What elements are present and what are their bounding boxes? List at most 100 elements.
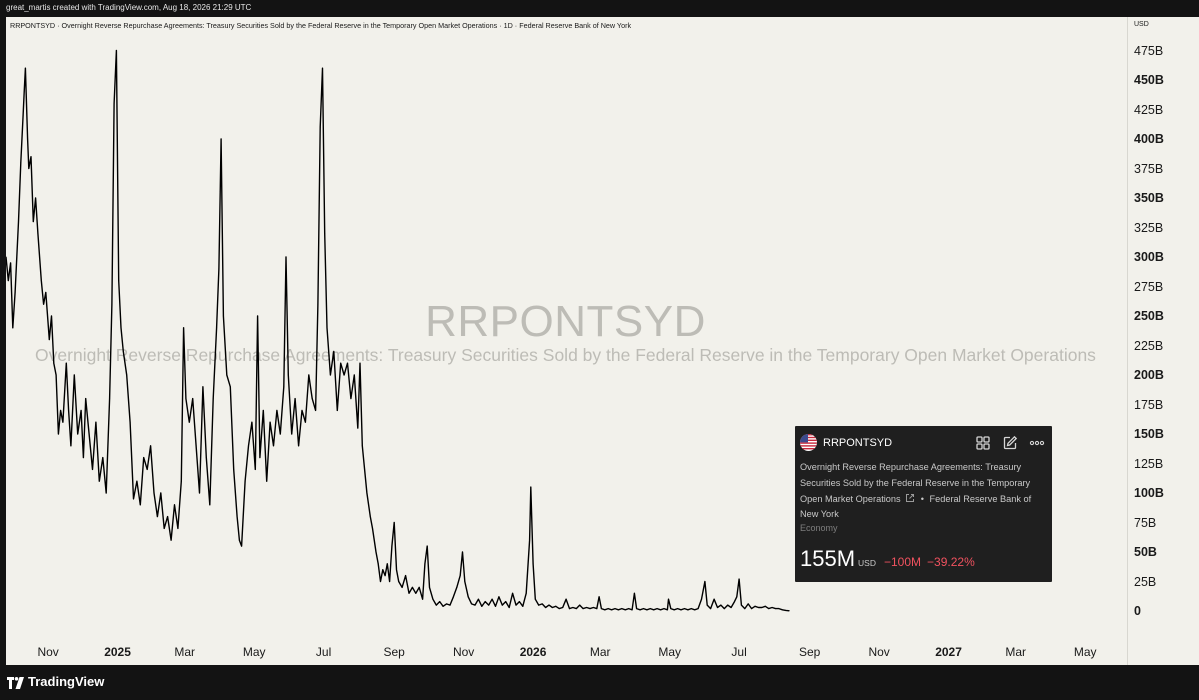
y-tick-label: 400B bbox=[1134, 132, 1164, 146]
data-point bbox=[7, 280, 9, 282]
data-point bbox=[257, 315, 259, 317]
data-point bbox=[315, 409, 317, 411]
series-line[interactable] bbox=[6, 49, 790, 612]
data-point bbox=[188, 421, 190, 423]
data-point bbox=[308, 374, 310, 376]
data-point bbox=[353, 374, 355, 376]
card-source-line2[interactable]: New York bbox=[800, 509, 839, 520]
time-scale[interactable]: Nov 2025 Mar May Jul Sep Nov 2026 Mar May Jul Sep No… bbox=[6, 636, 1125, 665]
data-point bbox=[251, 421, 253, 423]
series-title[interactable]: RRPONTSYD · Overnight Reverse Repurchase… bbox=[10, 21, 632, 30]
data-point bbox=[471, 603, 473, 605]
external-link-icon[interactable] bbox=[905, 493, 915, 503]
data-point bbox=[429, 586, 430, 588]
data-point bbox=[558, 608, 560, 610]
data-point bbox=[317, 303, 319, 305]
data-point bbox=[377, 563, 379, 565]
data-point bbox=[534, 598, 536, 600]
data-point bbox=[333, 350, 335, 352]
card-description-line1: Overnight Reverse Repurchase Agreements:… bbox=[800, 462, 1022, 472]
data-point bbox=[369, 516, 371, 518]
y-tick-label: 300B bbox=[1134, 250, 1164, 264]
data-point bbox=[491, 598, 493, 600]
data-point bbox=[82, 457, 84, 459]
y-tick-label: 125B bbox=[1134, 456, 1164, 471]
data-point bbox=[160, 492, 162, 494]
data-point bbox=[12, 327, 14, 329]
data-point bbox=[649, 608, 651, 610]
data-point bbox=[462, 551, 463, 553]
data-point bbox=[53, 362, 55, 364]
data-point bbox=[596, 608, 598, 610]
data-point bbox=[102, 457, 104, 459]
y-tick-label: 150B bbox=[1134, 427, 1164, 441]
data-point bbox=[690, 608, 692, 610]
data-point bbox=[357, 427, 359, 429]
data-point bbox=[562, 607, 564, 608]
data-point bbox=[6, 256, 7, 258]
data-point bbox=[48, 339, 50, 341]
edit-icon[interactable] bbox=[1002, 435, 1018, 451]
currency-label[interactable]: USD bbox=[1134, 21, 1149, 28]
data-point bbox=[488, 604, 490, 606]
card-source[interactable]: Federal Reserve Bank of bbox=[929, 493, 1032, 504]
data-point bbox=[706, 604, 708, 606]
data-point bbox=[415, 592, 417, 594]
data-point bbox=[153, 492, 155, 494]
data-point bbox=[199, 492, 200, 494]
data-point bbox=[432, 598, 434, 600]
data-point bbox=[329, 374, 331, 376]
price-line-plot[interactable] bbox=[6, 17, 1125, 665]
data-point bbox=[122, 350, 124, 352]
tradingview-logo-icon bbox=[7, 676, 25, 689]
x-tick-label: May bbox=[242, 645, 266, 659]
data-point bbox=[474, 604, 476, 606]
data-point bbox=[611, 609, 613, 611]
data-point bbox=[88, 433, 90, 435]
data-point bbox=[663, 608, 665, 610]
data-point bbox=[501, 604, 503, 606]
data-point bbox=[60, 409, 62, 411]
data-point bbox=[109, 398, 111, 400]
data-point bbox=[291, 433, 293, 435]
data-point bbox=[456, 586, 458, 588]
data-point bbox=[209, 504, 211, 506]
x-tick-label: Nov bbox=[37, 645, 59, 659]
card-symbol[interactable]: RRPONTSYD bbox=[823, 437, 893, 449]
price-scale[interactable]: USD 475B 450B 425B 400B 375B 350B 325B 300B 275B… bbox=[1127, 17, 1199, 665]
data-point bbox=[294, 398, 296, 400]
data-point bbox=[340, 362, 342, 364]
data-point bbox=[195, 445, 197, 447]
data-point bbox=[717, 607, 718, 608]
data-point bbox=[758, 607, 759, 608]
data-point bbox=[781, 609, 783, 611]
data-point bbox=[740, 604, 742, 606]
data-point bbox=[279, 433, 281, 435]
data-point bbox=[525, 592, 527, 594]
y-tick-label: 275B bbox=[1134, 279, 1164, 294]
y-tick-label: 325B bbox=[1134, 220, 1164, 235]
data-point bbox=[684, 608, 685, 610]
more-icon[interactable] bbox=[1029, 435, 1045, 451]
data-point bbox=[761, 607, 763, 608]
y-tick-label: 200B bbox=[1134, 368, 1164, 382]
data-point bbox=[77, 433, 79, 435]
data-point bbox=[639, 609, 641, 611]
chart-pane[interactable]: RRPONTSYD Overnight Reverse Repurchase A… bbox=[6, 17, 1125, 665]
data-point bbox=[687, 609, 689, 611]
data-point bbox=[183, 327, 185, 329]
x-tick-label: Jul bbox=[731, 645, 747, 659]
data-point bbox=[646, 609, 648, 611]
y-tick-label: 475B bbox=[1134, 43, 1164, 58]
data-point bbox=[220, 138, 222, 140]
brand-name[interactable]: TradingView bbox=[28, 674, 105, 689]
data-point bbox=[301, 409, 303, 411]
data-point bbox=[366, 492, 368, 494]
data-point bbox=[319, 126, 321, 128]
grid-icon[interactable] bbox=[975, 435, 991, 451]
data-point bbox=[136, 480, 138, 482]
data-point bbox=[129, 421, 131, 423]
data-point bbox=[326, 327, 328, 329]
footer-bar: TradingView bbox=[0, 665, 1199, 700]
data-point bbox=[727, 604, 729, 606]
